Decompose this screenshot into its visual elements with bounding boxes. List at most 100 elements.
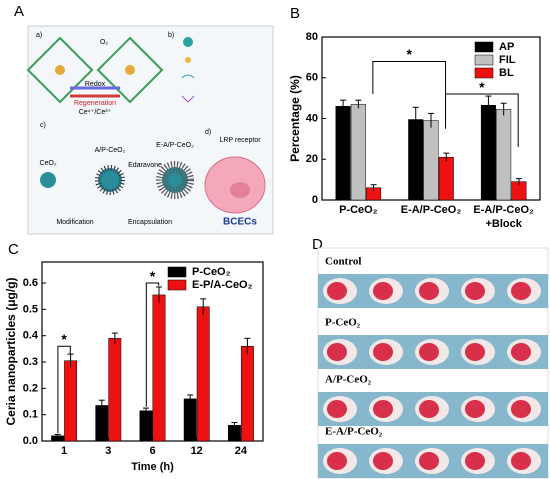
label: d) — [205, 129, 211, 136]
legend-swatch — [474, 54, 494, 66]
bar — [438, 156, 454, 201]
label: BCECs — [223, 217, 257, 228]
legend-label: AP — [499, 41, 514, 53]
infarct — [419, 400, 439, 418]
lattice — [96, 36, 164, 104]
infarct — [373, 282, 393, 300]
label: Edaravone — [128, 162, 162, 169]
x-tick-label: 12 — [191, 445, 203, 457]
infarct — [327, 282, 347, 300]
bar — [350, 103, 366, 201]
infarct — [511, 343, 531, 361]
bar — [335, 106, 351, 201]
label: c) — [40, 122, 46, 129]
nanoparticle — [156, 161, 194, 199]
infarct — [373, 452, 393, 470]
schematic: a) Redox Regeneration Ce⁴⁺/Ce³⁺ O₂ b) c)… — [26, 25, 274, 235]
y-tick-label: 80 — [306, 31, 318, 43]
bracket — [372, 60, 447, 129]
icon — [185, 57, 191, 63]
legend-swatch — [167, 279, 187, 291]
row-label: Control — [325, 256, 361, 268]
infarct — [511, 282, 531, 300]
y-tick-label: 0 — [312, 194, 318, 206]
panel-label: B — [290, 5, 300, 22]
x-tick-label: 3 — [105, 445, 111, 457]
x-tick-label: 6 — [149, 445, 155, 457]
annotation: * — [479, 79, 485, 95]
x-tick-label: 1 — [61, 445, 67, 457]
bracket — [57, 345, 71, 434]
row-label: P-CeO₂ — [325, 317, 361, 329]
legend-swatch — [474, 67, 494, 79]
infarct — [465, 343, 485, 361]
x-tick-label: 24 — [235, 445, 248, 457]
row-label: A/P-CeO₂ — [325, 374, 372, 386]
infarct — [327, 400, 347, 418]
y-tick-label: 0.0 — [23, 435, 38, 447]
bar — [95, 405, 109, 442]
label: Ce⁴⁺/Ce³⁺ — [79, 109, 112, 116]
bar — [139, 410, 153, 442]
y-axis-label: Percentage (%) — [288, 75, 302, 162]
bar — [480, 105, 496, 201]
y-tick-label: 0.2 — [23, 382, 38, 394]
infarct — [465, 400, 485, 418]
y-tick-label: 0.6 — [23, 277, 38, 289]
y-tick-label: 60 — [306, 72, 318, 84]
x-tick-label: E-A/P-CeO₂ +Block — [473, 204, 534, 230]
infarct — [373, 400, 393, 418]
label: Encapsulation — [128, 219, 172, 226]
y-tick-label: 20 — [306, 153, 318, 165]
nanoparticle — [95, 165, 125, 195]
infarct — [465, 282, 485, 300]
panel-label: D — [312, 236, 323, 253]
label: E-A/P-CeO₂ — [156, 142, 194, 149]
bar — [64, 360, 78, 442]
y-tick-label: 40 — [306, 112, 318, 124]
label: O₂ — [100, 39, 108, 46]
atom — [125, 65, 135, 75]
bar — [240, 345, 254, 442]
infarct — [327, 343, 347, 361]
bar — [423, 120, 439, 201]
y-tick-label: 0.3 — [23, 356, 38, 368]
infarct — [511, 452, 531, 470]
infarct — [419, 282, 439, 300]
infarct — [373, 343, 393, 361]
nanoparticle — [40, 172, 56, 188]
bar — [152, 294, 166, 442]
panel-label: A — [14, 3, 24, 20]
y-tick-label: 0.4 — [23, 330, 39, 342]
panel-label: C — [8, 241, 19, 258]
bar — [196, 306, 210, 442]
label: b) — [168, 32, 174, 39]
y-axis-label: Ceria nanoparticles (μg/g) — [4, 277, 18, 425]
icon — [183, 37, 193, 47]
infarct — [465, 452, 485, 470]
bracket — [145, 282, 160, 407]
label: a) — [36, 32, 42, 39]
atom — [55, 65, 65, 75]
infarct — [327, 452, 347, 470]
legend-label: BL — [499, 67, 514, 79]
label: CeO₂ — [39, 160, 56, 167]
infarct — [419, 343, 439, 361]
bar — [108, 338, 122, 442]
lattice — [26, 36, 94, 104]
annotation: * — [61, 331, 67, 347]
bar — [496, 109, 512, 201]
annotation: * — [150, 268, 156, 284]
row-label: E-A/P-CeO₂ — [325, 426, 383, 438]
label: A/P-CeO₂ — [95, 147, 126, 154]
label: Regeneration — [74, 100, 116, 107]
y-tick-label: 0.1 — [23, 409, 38, 421]
legend-label: FIL — [499, 54, 516, 66]
label: Redox — [85, 81, 106, 88]
bracket — [445, 93, 519, 148]
nucleus — [230, 182, 250, 198]
legend-label: P-CeO₂ — [192, 266, 231, 278]
legend-swatch — [167, 266, 187, 278]
infarct — [419, 452, 439, 470]
